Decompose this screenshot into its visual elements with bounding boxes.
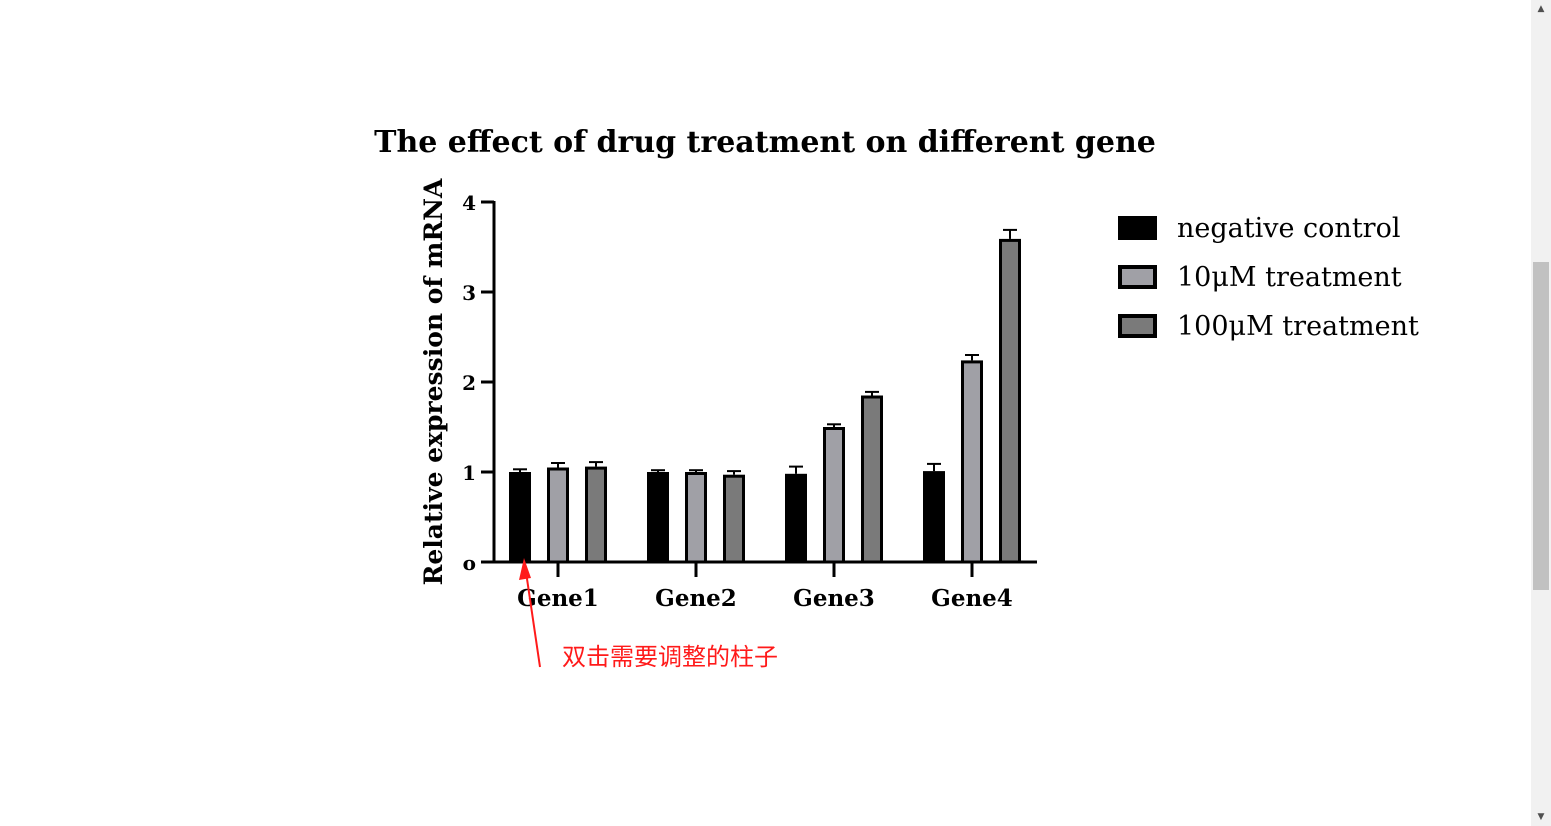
legend: negative control 10μM treatment 100μM trea… xyxy=(1118,213,1419,342)
y-tick-label: 3 xyxy=(462,281,476,305)
legend-label-2: 10μM treatment xyxy=(1177,262,1402,293)
bar-gene2-series-3[interactable] xyxy=(723,474,745,564)
x-tick-label: Gene2 xyxy=(655,585,737,612)
legend-label-3: 100μM treatment xyxy=(1177,311,1419,342)
x-tick-label: Gene3 xyxy=(793,585,875,612)
bar-gene2-series-2[interactable] xyxy=(685,472,707,564)
chart-title: The effect of drug treatment on differen… xyxy=(374,125,1156,160)
scroll-down-arrow-icon[interactable]: ▼ xyxy=(1537,812,1545,822)
x-axis-ticks: Gene1 Gene2 Gene3 Gene4 xyxy=(517,562,1013,612)
y-axis-ticks: o 1 2 3 4 xyxy=(462,191,494,575)
y-tick-label: 4 xyxy=(462,191,476,215)
y-axis-label: Relative expression of mRNA xyxy=(419,178,448,585)
legend-swatch-3 xyxy=(1118,314,1157,338)
bar-gene2-series-1[interactable] xyxy=(647,472,669,564)
scrollbar-thumb[interactable] xyxy=(1533,262,1549,590)
bar-gene4-series-3[interactable] xyxy=(999,238,1021,564)
bar-gene1-series-2[interactable] xyxy=(547,467,569,564)
bar-gene1-series-3[interactable] xyxy=(585,466,607,564)
annotation-arrow xyxy=(519,558,541,668)
legend-swatch-2 xyxy=(1118,265,1157,289)
bar-gene3-series-3[interactable] xyxy=(861,395,883,564)
bar-gene1-series-1[interactable] xyxy=(509,472,531,564)
bar-gene4-series-2[interactable] xyxy=(961,360,983,564)
y-tick-label: o xyxy=(463,551,476,575)
bar-gene4-series-1[interactable] xyxy=(923,471,945,564)
annotation-text: 双击需要调整的柱子 xyxy=(562,643,778,671)
bar-gene3-series-2[interactable] xyxy=(823,427,845,564)
scroll-up-arrow-icon[interactable]: ▲ xyxy=(1537,4,1545,14)
legend-swatch-1 xyxy=(1118,216,1157,240)
y-tick-label: 1 xyxy=(462,461,476,485)
bars-group xyxy=(509,228,1021,564)
x-tick-label: Gene4 xyxy=(931,585,1013,612)
legend-label-1: negative control xyxy=(1177,213,1400,244)
bar-gene3-series-1[interactable] xyxy=(785,473,807,564)
y-tick-label: 2 xyxy=(462,371,476,395)
